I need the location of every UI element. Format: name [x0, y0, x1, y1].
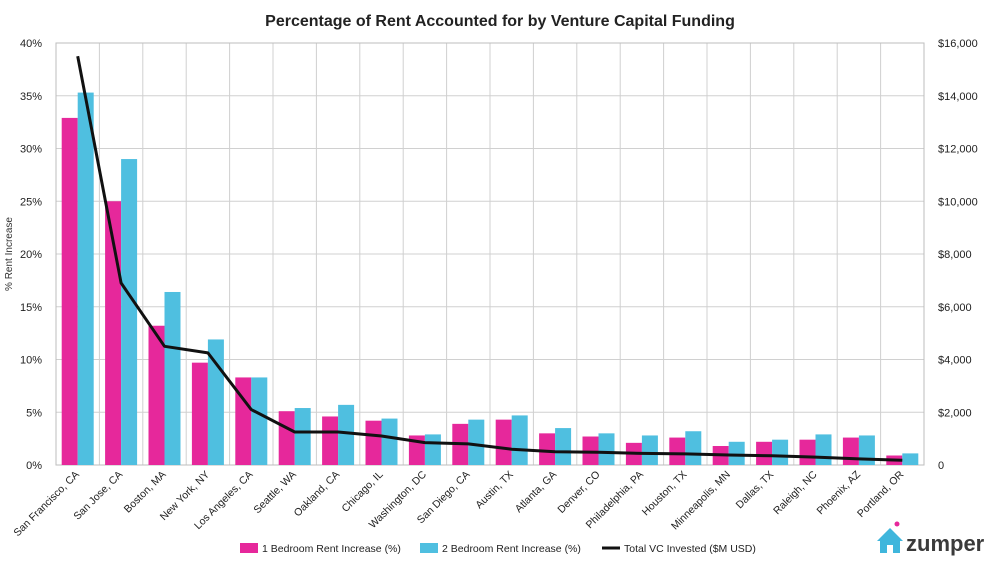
x-tick-label: Denver, CO: [555, 469, 602, 516]
bar-2br: [728, 441, 745, 465]
legend: 1 Bedroom Rent Increase (%) 2 Bedroom Ren…: [240, 543, 756, 555]
bar-2br: [77, 92, 94, 466]
bar-1br: [365, 420, 382, 465]
bar-1br: [756, 441, 773, 465]
logo-text: zumper: [906, 531, 985, 556]
zumper-logo: zumper: [877, 521, 985, 556]
bar-2br: [598, 433, 615, 465]
bar-1br: [322, 416, 339, 465]
bar-1br: [235, 377, 252, 465]
bar-1br: [669, 437, 686, 465]
y-tick-label: 40%: [20, 38, 42, 50]
y-tick-label: 30%: [20, 144, 42, 156]
bar-1br: [191, 362, 208, 465]
bar-2br: [815, 434, 832, 465]
y2-tick-label: $14,000: [938, 91, 978, 103]
chart-title: Percentage of Rent Accounted for by Vent…: [265, 13, 735, 30]
bar-2br: [381, 418, 398, 465]
bar-2br: [424, 434, 441, 465]
bar-2br: [251, 377, 268, 465]
bar-1br: [495, 419, 512, 465]
y2-tick-label: $10,000: [938, 196, 978, 208]
y2-tick-label: $12,000: [938, 144, 978, 156]
legend-label: Total VC Invested ($M USD): [624, 543, 756, 555]
x-tick-label: Boston, MA: [122, 469, 169, 516]
y-tick-label: 35%: [20, 91, 42, 103]
y2-tick-label: $6,000: [938, 302, 972, 314]
bar-2br: [511, 415, 528, 465]
line-layer: [76, 55, 903, 462]
y-tick-label: 10%: [20, 355, 42, 367]
bar-2br: [902, 453, 919, 465]
legend-swatch: [240, 543, 258, 553]
bar-2br: [468, 419, 485, 465]
y2-tick-label: $2,000: [938, 407, 972, 419]
x-tick-label: Portland, OR: [855, 468, 907, 520]
y2-tick-label: $16,000: [938, 38, 978, 50]
x-tick-label: Atlanta, GA: [513, 469, 559, 515]
bar-2br: [338, 404, 355, 465]
plot-frame: [55, 42, 925, 466]
y-tick-label: 0%: [26, 460, 42, 472]
y-tick-label: 20%: [20, 249, 42, 261]
y2-tick-label: $8,000: [938, 249, 972, 261]
y-tick-label: 15%: [20, 302, 42, 314]
bar-2br: [294, 408, 311, 465]
y2-tick-label: $4,000: [938, 355, 972, 367]
x-tick-label: Dallas, TX: [734, 469, 777, 512]
bar-2br: [641, 435, 658, 465]
bar-2br: [555, 428, 572, 465]
y-tick-label: 25%: [20, 196, 42, 208]
bar-1br: [539, 433, 556, 465]
bar-2br: [685, 431, 702, 465]
bar-2br: [772, 439, 789, 465]
bar-1br: [61, 117, 78, 465]
bar-1br: [799, 439, 816, 465]
x-tick-label: Oakland, CA: [292, 469, 343, 520]
bar-1br: [278, 411, 295, 465]
y-tick-label: 5%: [26, 407, 42, 419]
x-tick-label: Chicago, IL: [340, 469, 386, 515]
legend-label: 1 Bedroom Rent Increase (%): [262, 543, 401, 555]
vc-line: [76, 55, 903, 462]
legend-swatch: [420, 543, 438, 553]
y2-tick-label: 0: [938, 460, 944, 472]
legend-label: 2 Bedroom Rent Increase (%): [442, 543, 581, 555]
bar-1br: [842, 437, 859, 465]
x-tick-label: Raleigh, NC: [771, 468, 820, 517]
grid-layer: [55, 42, 925, 466]
bar-1br: [148, 325, 165, 465]
y-axis-label: % Rent Increase: [4, 217, 15, 291]
bar-2br: [121, 159, 138, 466]
x-tick-label: Seattle, WA: [251, 469, 298, 516]
house-icon: [877, 521, 903, 553]
x-tick-label: Austin, TX: [473, 469, 516, 512]
bar-2br: [164, 291, 181, 465]
x-tick-label: San Francisco, CA: [11, 469, 81, 539]
